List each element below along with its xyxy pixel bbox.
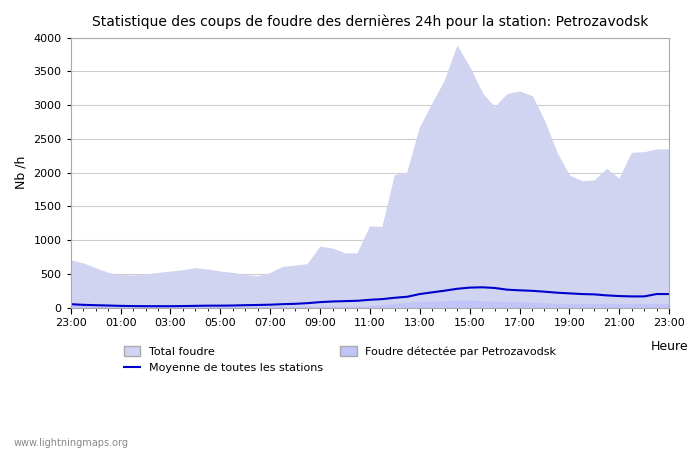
Title: Statistique des coups de foudre des dernières 24h pour la station: Petrozavodsk: Statistique des coups de foudre des dern… (92, 15, 648, 30)
Legend: Total foudre, Moyenne de toutes les stations, Foudre détectée par Petrozavodsk: Total foudre, Moyenne de toutes les stat… (119, 342, 561, 378)
Y-axis label: Nb /h: Nb /h (15, 156, 28, 189)
X-axis label: Heure: Heure (650, 340, 688, 353)
Text: www.lightningmaps.org: www.lightningmaps.org (14, 437, 129, 447)
